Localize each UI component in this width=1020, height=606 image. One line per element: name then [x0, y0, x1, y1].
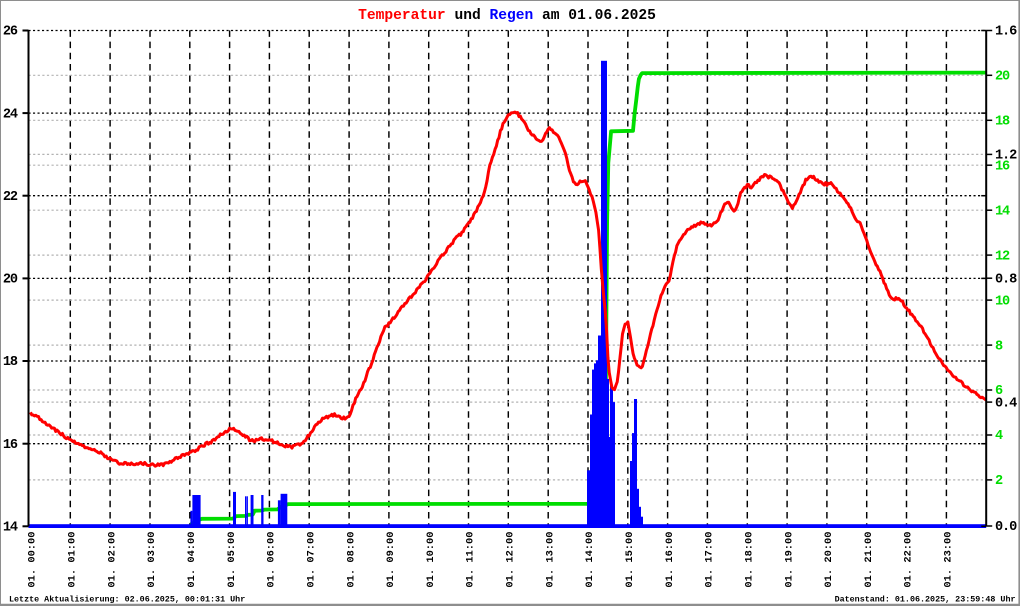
- svg-text:8: 8: [995, 339, 1003, 354]
- svg-text:16: 16: [3, 438, 18, 453]
- svg-text:01. 08:00: 01. 08:00: [345, 531, 357, 587]
- svg-text:01. 17:00: 01. 17:00: [704, 531, 716, 587]
- svg-text:01. 19:00: 01. 19:00: [783, 531, 795, 587]
- svg-text:01. 23:00: 01. 23:00: [943, 531, 955, 587]
- svg-text:22: 22: [3, 190, 18, 205]
- svg-text:01. 15:00: 01. 15:00: [624, 531, 636, 587]
- svg-text:01. 18:00: 01. 18:00: [744, 531, 756, 587]
- svg-text:16: 16: [995, 159, 1010, 174]
- svg-text:12: 12: [995, 249, 1010, 264]
- svg-text:1.2: 1.2: [995, 149, 1017, 164]
- svg-text:01. 20:00: 01. 20:00: [823, 531, 835, 587]
- svg-text:18: 18: [995, 115, 1010, 130]
- svg-text:01. 05:00: 01. 05:00: [226, 531, 238, 587]
- svg-text:Temperatur und Regen am 01.06.: Temperatur und Regen am 01.06.2025: [358, 8, 656, 24]
- svg-text:18: 18: [3, 355, 18, 370]
- svg-text:10: 10: [995, 294, 1010, 309]
- svg-text:01. 16:00: 01. 16:00: [664, 531, 676, 587]
- svg-text:01. 21:00: 01. 21:00: [863, 531, 875, 587]
- svg-text:01. 07:00: 01. 07:00: [305, 531, 317, 587]
- svg-text:2: 2: [995, 474, 1003, 489]
- svg-text:0.4: 0.4: [995, 396, 1017, 411]
- svg-text:01. 04:00: 01. 04:00: [186, 531, 198, 587]
- svg-text:14: 14: [995, 204, 1010, 219]
- svg-text:Letzte Aktualisierung: 02.06.2: Letzte Aktualisierung: 02.06.2025, 00:01…: [9, 595, 245, 605]
- svg-text:01. 22:00: 01. 22:00: [903, 531, 915, 587]
- svg-text:6: 6: [995, 384, 1003, 399]
- svg-text:1.6: 1.6: [995, 25, 1017, 40]
- svg-text:0.0: 0.0: [995, 520, 1017, 535]
- svg-text:20: 20: [995, 70, 1010, 85]
- svg-text:01. 10:00: 01. 10:00: [425, 531, 437, 587]
- svg-text:01. 06:00: 01. 06:00: [266, 531, 278, 587]
- svg-text:01. 12:00: 01. 12:00: [505, 531, 517, 587]
- svg-text:01. 02:00: 01. 02:00: [106, 531, 118, 587]
- svg-text:01. 11:00: 01. 11:00: [465, 531, 477, 587]
- svg-text:Datenstand: 01.06.2025, 23:59:: Datenstand: 01.06.2025, 23:59:48 Uhr: [835, 595, 1016, 605]
- svg-text:01. 00:00: 01. 00:00: [27, 531, 39, 587]
- svg-text:4: 4: [995, 429, 1003, 444]
- svg-text:14: 14: [3, 521, 18, 536]
- svg-text:24: 24: [3, 107, 18, 122]
- svg-text:01. 13:00: 01. 13:00: [544, 531, 556, 587]
- svg-text:01. 09:00: 01. 09:00: [385, 531, 397, 587]
- svg-text:26: 26: [3, 25, 18, 40]
- svg-text:01. 01:00: 01. 01:00: [67, 531, 79, 587]
- svg-text:01. 14:00: 01. 14:00: [584, 531, 596, 587]
- svg-text:20: 20: [3, 273, 18, 288]
- svg-text:0.8: 0.8: [995, 272, 1017, 287]
- svg-text:01. 03:00: 01. 03:00: [146, 531, 158, 587]
